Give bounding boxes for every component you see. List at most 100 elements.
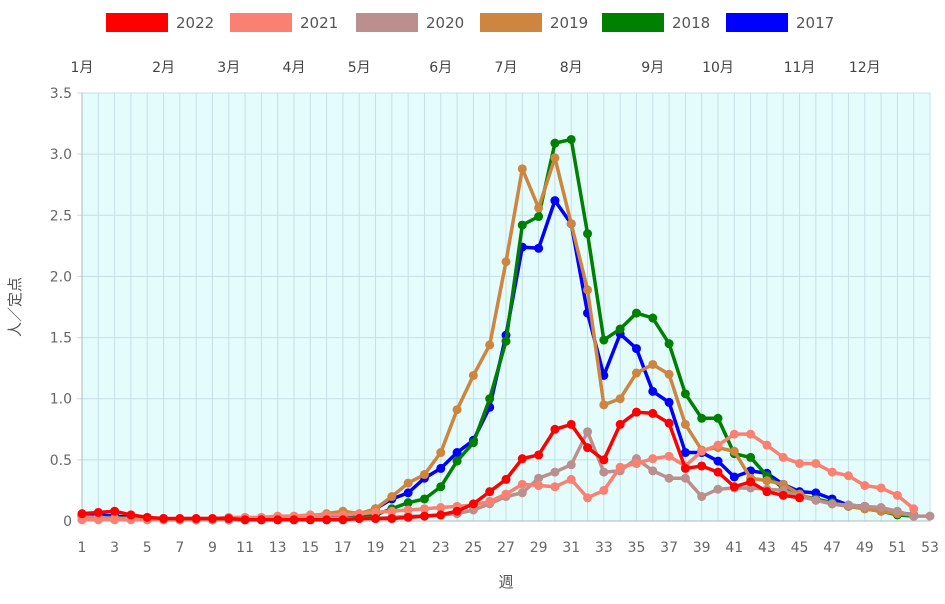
x-tick-label: 45 (791, 540, 809, 556)
data-point-2018-week-34 (615, 324, 625, 334)
data-point-2020-week-51 (892, 506, 902, 516)
data-point-2018-week-25 (468, 438, 478, 448)
data-point-2019-week-34 (615, 394, 625, 404)
x-tick-label: 23 (432, 540, 450, 556)
legend-label: 2018 (672, 14, 710, 32)
data-point-2018-week-24 (452, 456, 462, 466)
data-point-2022-week-40 (713, 467, 723, 477)
y-tick-label: 2.5 (50, 208, 72, 224)
data-point-2020-week-50 (876, 503, 886, 513)
data-point-2019-week-20 (387, 492, 397, 502)
data-point-2022-week-12 (256, 515, 266, 525)
legend-swatch (602, 13, 664, 32)
data-point-2022-week-3 (110, 506, 120, 516)
data-point-2020-week-49 (860, 501, 870, 511)
x-tick-label: 47 (823, 540, 841, 556)
legend-swatch (106, 13, 168, 32)
legend-item-2020[interactable]: 2020 (356, 13, 464, 32)
data-point-2022-week-32 (583, 443, 593, 453)
x-tick-label: 51 (888, 540, 906, 556)
data-point-2021-week-31 (566, 474, 576, 484)
data-point-2022-week-8 (191, 514, 201, 524)
data-point-2019-week-26 (485, 340, 495, 350)
month-label: 10月 (702, 60, 734, 76)
data-point-2021-week-41 (729, 429, 739, 439)
data-point-2019-week-32 (583, 285, 593, 295)
data-point-2018-week-28 (517, 220, 527, 230)
legend-label: 2017 (796, 14, 834, 32)
data-point-2017-week-35 (631, 344, 641, 354)
data-point-2020-week-46 (811, 495, 821, 505)
data-point-2020-week-52 (909, 511, 919, 521)
data-point-2017-week-38 (680, 448, 690, 458)
legend-item-2019[interactable]: 2019 (480, 13, 588, 32)
data-point-2022-week-2 (93, 507, 103, 517)
series-lines (77, 134, 935, 525)
data-point-2022-week-10 (224, 514, 234, 524)
x-tick-label: 5 (143, 540, 152, 556)
month-labels: 1月 2月 3月 4月 5月 6月 7月 8月 9月 10月 11月 12月 (71, 60, 881, 76)
data-point-2021-week-49 (860, 481, 870, 491)
data-point-2019-week-35 (631, 368, 641, 378)
data-point-2021-week-36 (648, 454, 658, 464)
data-point-2022-week-33 (599, 455, 609, 465)
legend: 2022 2021 2020 2019 2018 2017 (106, 13, 834, 32)
data-point-2017-week-29 (534, 243, 544, 253)
legend-swatch (230, 13, 292, 32)
data-point-2019-week-36 (648, 359, 658, 369)
legend-item-2017[interactable]: 2017 (726, 13, 834, 32)
x-tick-label: 19 (367, 540, 385, 556)
data-point-2020-week-39 (697, 492, 707, 502)
y-tick-label: 3.0 (50, 147, 72, 163)
month-label: 4月 (283, 60, 306, 76)
y-tick-label: 0 (63, 514, 72, 530)
data-point-2021-week-23 (436, 503, 446, 513)
data-point-2021-week-44 (778, 452, 788, 462)
data-point-2021-week-2 (93, 515, 103, 525)
data-point-2022-week-41 (729, 482, 739, 492)
x-tick-label: 3 (110, 540, 119, 556)
legend-item-2021[interactable]: 2021 (230, 13, 338, 32)
data-point-2022-week-45 (795, 493, 805, 503)
data-point-2020-week-36 (648, 466, 658, 476)
data-point-2018-week-39 (697, 413, 707, 423)
data-point-2019-week-24 (452, 405, 462, 415)
data-point-2019-week-21 (403, 478, 413, 488)
data-point-2022-week-21 (403, 512, 413, 522)
month-label: 2月 (152, 60, 175, 76)
x-tick-label: 41 (725, 540, 743, 556)
data-point-2019-week-22 (419, 470, 429, 480)
y-tick-label: 1.5 (50, 331, 72, 347)
data-point-2022-week-15 (305, 515, 315, 525)
data-point-2019-week-30 (550, 153, 560, 163)
data-point-2017-week-40 (713, 456, 723, 466)
data-point-2018-week-32 (583, 229, 593, 239)
month-label: 7月 (495, 60, 518, 76)
x-tick-label: 7 (175, 540, 184, 556)
x-tick-label: 29 (530, 540, 548, 556)
data-point-2020-week-31 (566, 460, 576, 470)
data-point-2020-week-40 (713, 484, 723, 494)
x-tick-label: 33 (595, 540, 613, 556)
data-point-2021-week-35 (631, 459, 641, 469)
data-point-2021-week-47 (827, 467, 837, 477)
data-point-2021-week-28 (517, 479, 527, 489)
month-label: 6月 (429, 60, 452, 76)
data-point-2022-week-25 (468, 499, 478, 509)
data-point-2018-week-21 (403, 498, 413, 508)
month-label: 8月 (560, 60, 583, 76)
data-point-2019-week-37 (664, 369, 674, 379)
data-point-2022-week-44 (778, 490, 788, 500)
data-point-2020-week-53 (925, 511, 935, 521)
data-point-2020-week-38 (680, 473, 690, 483)
data-point-2022-week-13 (273, 515, 283, 525)
data-point-2019-week-29 (534, 203, 544, 213)
data-point-2021-week-20 (387, 506, 397, 516)
legend-item-2022[interactable]: 2022 (106, 13, 214, 32)
legend-item-2018[interactable]: 2018 (602, 13, 710, 32)
data-point-2022-week-39 (697, 461, 707, 471)
x-tick-label: 43 (758, 540, 776, 556)
x-tick-label: 27 (497, 540, 515, 556)
data-point-2019-week-25 (468, 370, 478, 380)
